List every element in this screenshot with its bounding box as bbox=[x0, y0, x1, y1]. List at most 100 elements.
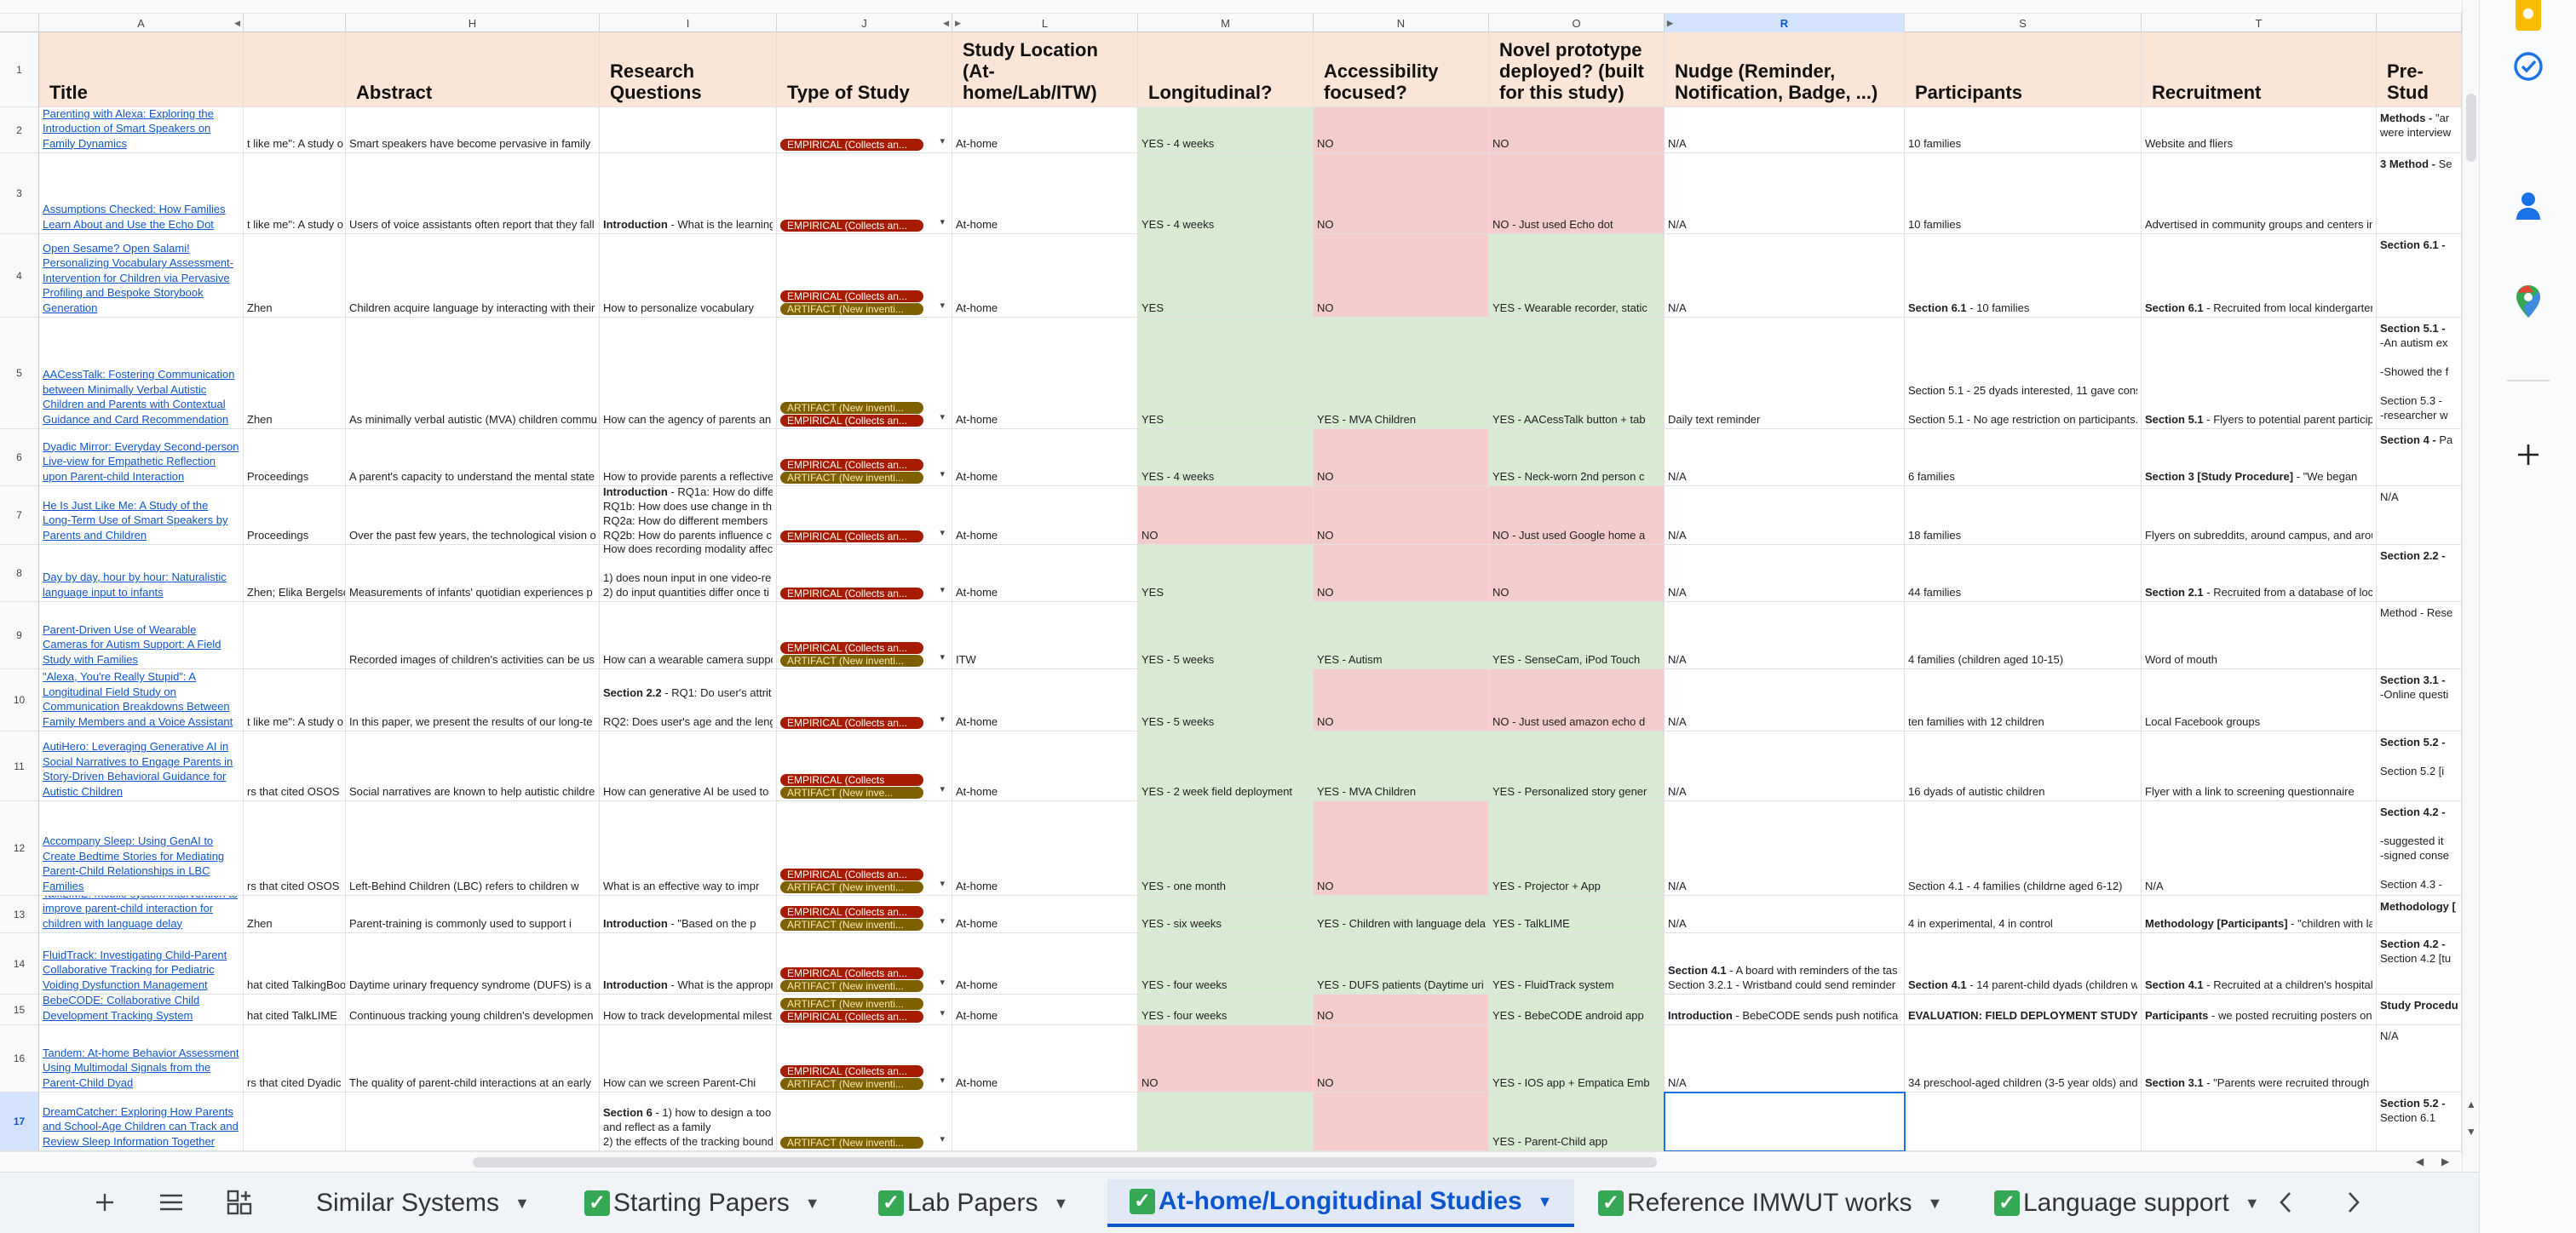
empirical-chip[interactable]: EMPIRICAL (Collects an... bbox=[780, 530, 923, 542]
row-header[interactable]: 3 bbox=[0, 153, 39, 234]
type-of-study-cell[interactable]: EMPIRICAL (Collects an... ▾ bbox=[777, 669, 952, 731]
pre-study-cell[interactable]: Method - Rese bbox=[2377, 602, 2462, 669]
dropdown-arrow-icon[interactable]: ▾ bbox=[940, 1008, 945, 1018]
nudge-cell[interactable]: Daily text reminder bbox=[1665, 318, 1905, 429]
authors-cell[interactable] bbox=[244, 602, 346, 669]
accessibility-cell[interactable]: NO bbox=[1314, 107, 1489, 153]
longitudinal-cell[interactable]: YES - 2 week field deployment bbox=[1138, 731, 1314, 801]
empirical-chip[interactable]: EMPIRICAL (Collects bbox=[780, 774, 923, 786]
row-header[interactable]: 7 bbox=[0, 486, 39, 545]
artifact-chip[interactable]: ARTIFACT (New inventi... bbox=[780, 402, 923, 414]
paper-title-link[interactable]: Parenting with Alexa: Exploring the Intr… bbox=[39, 107, 244, 153]
recruitment-cell[interactable]: Flyer with a link to screening questionn… bbox=[2142, 731, 2377, 801]
column-header[interactable]: S bbox=[1905, 14, 2142, 32]
participants-cell[interactable]: 34 preschool-aged children (3-5 year old… bbox=[1905, 1025, 2142, 1092]
dropdown-arrow-icon[interactable]: ▾ bbox=[940, 469, 945, 479]
authors-cell[interactable]: rs that cited OSOS bbox=[244, 731, 346, 801]
artifact-chip[interactable]: ARTIFACT (New inventi... bbox=[780, 980, 923, 992]
vertical-scroll-thumb[interactable] bbox=[2466, 94, 2476, 162]
nudge-cell[interactable]: N/A bbox=[1665, 545, 1905, 602]
abstract-cell[interactable]: The quality of parent-child interactions… bbox=[346, 1025, 600, 1092]
accessibility-cell[interactable]: NO bbox=[1314, 1025, 1489, 1092]
participants-cell[interactable]: 4 families (children aged 10-15) bbox=[1905, 602, 2142, 669]
pre-study-cell[interactable]: N/A bbox=[2377, 486, 2462, 545]
study-location-cell[interactable]: At-home bbox=[952, 1025, 1138, 1092]
study-location-cell[interactable]: At-home bbox=[952, 995, 1138, 1025]
longitudinal-cell[interactable]: YES - one month bbox=[1138, 801, 1314, 896]
abstract-cell[interactable]: Users of voice assistants often report t… bbox=[346, 153, 600, 234]
nudge-cell[interactable]: N/A bbox=[1665, 234, 1905, 318]
recruitment-cell[interactable]: Word of mouth bbox=[2142, 602, 2377, 669]
longitudinal-cell[interactable]: NO bbox=[1138, 486, 1314, 545]
plus-icon[interactable] bbox=[85, 1183, 124, 1222]
column-header[interactable]: R ▶ bbox=[1665, 14, 1905, 32]
research-questions-cell[interactable]: How can generative AI be used to bbox=[600, 731, 777, 801]
authors-cell[interactable]: rs that cited Dyadic bbox=[244, 1025, 346, 1092]
pre-study-cell[interactable]: 3 Method - Se bbox=[2377, 153, 2462, 234]
accessibility-cell[interactable] bbox=[1314, 1092, 1489, 1151]
research-questions-cell[interactable]: How to provide parents a reflective bbox=[600, 429, 777, 486]
authors-cell[interactable]: Proceedings bbox=[244, 429, 346, 486]
empirical-chip[interactable]: EMPIRICAL (Collects an... bbox=[780, 717, 923, 729]
column-expand-icon[interactable]: ▶ bbox=[1667, 19, 1673, 27]
pre-study-cell[interactable]: Section 5.2 - Section 6.1 bbox=[2377, 1092, 2462, 1151]
dropdown-arrow-icon[interactable]: ▾ bbox=[940, 916, 945, 926]
paper-title-link[interactable]: FluidTrack: Investigating Child-Parent C… bbox=[39, 933, 244, 995]
study-location-cell[interactable]: At-home bbox=[952, 545, 1138, 602]
row-header[interactable]: 14 bbox=[0, 933, 39, 995]
abstract-cell[interactable]: Recorded images of children's activities… bbox=[346, 602, 600, 669]
study-location-cell[interactable]: At-home bbox=[952, 486, 1138, 545]
recruitment-cell[interactable]: Section 6.1 - Recruited from local kinde… bbox=[2142, 234, 2377, 318]
accessibility-cell[interactable]: NO bbox=[1314, 486, 1489, 545]
empirical-chip[interactable]: EMPIRICAL (Collects an... bbox=[780, 869, 923, 880]
tab-dropdown-icon[interactable]: ▼ bbox=[515, 1194, 530, 1212]
column-header[interactable]: A ◀ bbox=[39, 14, 244, 32]
row-header[interactable]: 17 bbox=[0, 1092, 39, 1151]
dropdown-arrow-icon[interactable]: ▾ bbox=[940, 301, 945, 311]
tab-dropdown-icon[interactable]: ▼ bbox=[1053, 1194, 1069, 1212]
longitudinal-cell[interactable]: NO bbox=[1138, 1025, 1314, 1092]
paper-title-link[interactable]: Assumptions Checked: How Families Learn … bbox=[39, 153, 244, 234]
explore-icon[interactable] bbox=[220, 1183, 259, 1222]
type-of-study-cell[interactable]: EMPIRICAL (Collects an... ARTIFACT (New i… bbox=[777, 933, 952, 995]
scroll-right-arrow-icon[interactable]: ▶ bbox=[2441, 1156, 2450, 1167]
study-location-cell[interactable]: At-home bbox=[952, 318, 1138, 429]
accessibility-cell[interactable]: NO bbox=[1314, 153, 1489, 234]
type-of-study-cell[interactable]: EMPIRICAL (Collects an... ARTIFACT (New i… bbox=[777, 896, 952, 933]
accessibility-cell[interactable]: NO bbox=[1314, 545, 1489, 602]
participants-cell[interactable]: Section 4.1 - 14 parent-child dyads (chi… bbox=[1905, 933, 2142, 995]
column-header[interactable]: I bbox=[600, 14, 777, 32]
row-header[interactable]: 1 bbox=[0, 32, 39, 107]
row-header[interactable]: 8 bbox=[0, 545, 39, 602]
nudge-cell[interactable]: N/A bbox=[1665, 801, 1905, 896]
prototype-cell[interactable]: YES - TalkLIME bbox=[1489, 896, 1665, 933]
column-header[interactable]: J ◀ bbox=[777, 14, 952, 32]
row-header[interactable]: 4 bbox=[0, 234, 39, 318]
vertical-scrollbar[interactable]: ▲ ▼ bbox=[2462, 0, 2479, 1172]
accessibility-cell[interactable]: YES - MVA Children bbox=[1314, 318, 1489, 429]
prototype-cell[interactable]: YES - IOS app + Empatica Emb bbox=[1489, 1025, 1665, 1092]
recruitment-cell[interactable]: Participants - we posted recruiting post… bbox=[2142, 995, 2377, 1025]
sheet-tab[interactable]: ✓ Lab Papers ▼ bbox=[856, 1179, 1090, 1227]
study-location-cell[interactable] bbox=[952, 1092, 1138, 1151]
longitudinal-cell[interactable]: YES - four weeks bbox=[1138, 995, 1314, 1025]
sheet-tab[interactable]: ✓ Reference IMWUT works ▼ bbox=[1576, 1179, 1964, 1227]
empirical-chip[interactable]: EMPIRICAL (Collects an... bbox=[780, 415, 923, 427]
longitudinal-cell[interactable]: YES - four weeks bbox=[1138, 933, 1314, 995]
accessibility-cell[interactable]: NO bbox=[1314, 234, 1489, 318]
dropdown-arrow-icon[interactable]: ▾ bbox=[940, 585, 945, 595]
row-header[interactable]: 10 bbox=[0, 669, 39, 731]
accessibility-cell[interactable]: YES - Autism bbox=[1314, 602, 1489, 669]
dropdown-arrow-icon[interactable]: ▾ bbox=[940, 879, 945, 889]
empirical-chip[interactable]: EMPIRICAL (Collects an... bbox=[780, 459, 923, 471]
recruitment-cell[interactable]: Section 2.1 - Recruited from a database … bbox=[2142, 545, 2377, 602]
longitudinal-cell[interactable]: YES - 5 weeks bbox=[1138, 602, 1314, 669]
column-collapse-icon[interactable]: ◀ bbox=[234, 19, 240, 27]
abstract-cell[interactable]: Children acquire language by interacting… bbox=[346, 234, 600, 318]
prototype-cell[interactable]: YES - Personalized story gener bbox=[1489, 731, 1665, 801]
recruitment-cell[interactable]: Section 4.1 - Recruited at a children's … bbox=[2142, 933, 2377, 995]
abstract-cell[interactable]: Daytime urinary frequency syndrome (DUFS… bbox=[346, 933, 600, 995]
dropdown-arrow-icon[interactable]: ▾ bbox=[940, 528, 945, 538]
nudge-cell[interactable]: N/A bbox=[1665, 486, 1905, 545]
study-location-cell[interactable]: At-home bbox=[952, 234, 1138, 318]
